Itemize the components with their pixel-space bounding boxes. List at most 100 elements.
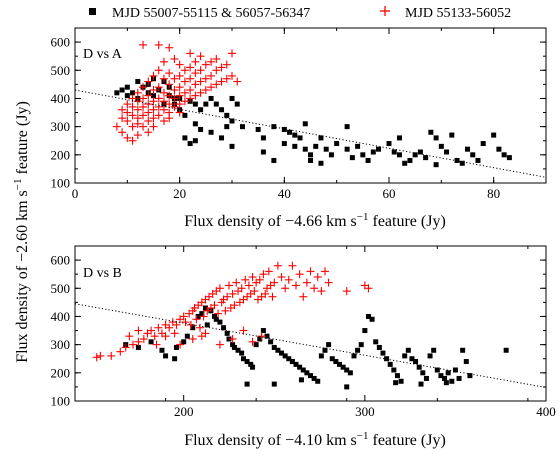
data-point-red xyxy=(191,58,199,66)
y-axis-label-prefix: Flux density of −2.60 km s xyxy=(14,190,31,363)
data-point-black xyxy=(391,368,396,373)
data-point-red xyxy=(274,262,282,270)
data-point-red xyxy=(134,89,142,97)
data-point-black xyxy=(198,127,203,132)
data-point-black xyxy=(299,377,304,382)
data-point-black xyxy=(449,379,454,384)
data-point-black xyxy=(402,353,407,358)
data-point-black xyxy=(460,348,465,353)
data-point-red xyxy=(125,332,133,340)
data-point-black xyxy=(125,93,130,98)
data-point-black xyxy=(198,107,203,112)
data-point-red xyxy=(228,49,236,57)
legend-marker-red-plus xyxy=(380,6,390,16)
data-point-black xyxy=(496,147,501,152)
x-tick-label: 20 xyxy=(173,186,186,201)
data-point-black xyxy=(377,345,382,350)
x-axis-label-bottom-prefix: Flux density of −4.10 km s xyxy=(184,432,357,449)
data-point-red xyxy=(186,49,194,57)
data-point-black xyxy=(254,342,259,347)
data-point-black xyxy=(193,138,198,143)
data-point-black xyxy=(159,348,164,353)
data-point-black xyxy=(163,353,168,358)
data-point-black xyxy=(470,152,475,157)
data-point-black xyxy=(292,133,297,138)
x-tick-label: 0 xyxy=(72,186,79,201)
data-point-red xyxy=(288,262,296,270)
data-point-black xyxy=(393,380,398,385)
data-point-black xyxy=(481,141,486,146)
y-axis-label-sup: −1 xyxy=(12,178,24,190)
y-tick-label: 400 xyxy=(51,309,71,324)
data-point-black xyxy=(406,348,411,353)
data-point-red xyxy=(150,123,158,131)
data-point-red xyxy=(170,55,178,63)
data-point-black xyxy=(245,382,250,387)
data-point-black xyxy=(465,147,470,152)
data-point-red xyxy=(303,279,311,287)
data-point-black xyxy=(351,353,356,358)
data-point-black xyxy=(355,348,360,353)
data-point-red xyxy=(151,332,159,340)
data-point-black xyxy=(444,380,449,385)
data-point-black xyxy=(125,85,130,90)
data-point-red xyxy=(241,276,249,284)
data-point-black xyxy=(261,135,266,140)
data-point-black xyxy=(362,328,367,333)
data-point-red xyxy=(197,52,205,60)
data-point-black xyxy=(399,379,404,384)
data-point-black xyxy=(446,370,451,375)
data-point-black xyxy=(376,147,381,152)
data-point-black xyxy=(240,124,245,129)
data-point-red xyxy=(176,61,184,69)
data-point-black xyxy=(434,135,439,140)
data-point-black xyxy=(318,161,323,166)
x-axis-label-bottom-suffix: feature (Jy) xyxy=(369,432,446,449)
data-point-black xyxy=(449,133,454,138)
data-point-black xyxy=(428,353,433,358)
data-point-black xyxy=(235,102,240,107)
data-point-red xyxy=(233,78,241,86)
data-point-black xyxy=(424,376,429,381)
data-point-black xyxy=(230,119,235,124)
data-point-black xyxy=(360,152,365,157)
data-point-black xyxy=(329,152,334,157)
data-point-red xyxy=(134,131,142,139)
plot-area xyxy=(75,41,546,177)
data-point-black xyxy=(203,102,208,107)
x-axis-label-top: Flux density of −4.66 km s−1 feature (Jy… xyxy=(184,211,446,230)
plot-area xyxy=(75,262,546,390)
y-tick-label: 300 xyxy=(51,337,71,352)
data-point-red xyxy=(160,58,168,66)
data-point-red xyxy=(116,348,124,356)
data-point-red xyxy=(299,293,307,301)
data-point-black xyxy=(507,155,512,160)
data-point-black xyxy=(428,130,433,135)
data-point-black xyxy=(268,339,273,344)
data-point-red xyxy=(150,72,158,80)
data-point-red xyxy=(165,69,173,77)
data-point-red xyxy=(321,267,329,275)
data-point-black xyxy=(205,322,210,327)
data-point-black xyxy=(250,365,255,370)
x-tick-label: 300 xyxy=(355,404,375,419)
data-point-black xyxy=(239,351,244,356)
data-point-black xyxy=(413,359,418,364)
data-point-black xyxy=(355,144,360,149)
data-point-black xyxy=(188,141,193,146)
y-tick-label: 100 xyxy=(51,176,71,191)
y-tick-label: 600 xyxy=(51,253,71,268)
data-point-black xyxy=(298,135,303,140)
data-point-black xyxy=(282,141,287,146)
data-point-black xyxy=(315,379,320,384)
data-point-black xyxy=(224,113,229,118)
data-point-black xyxy=(431,348,436,353)
data-point-black xyxy=(464,359,469,364)
data-point-black xyxy=(193,102,198,107)
data-point-black xyxy=(209,130,214,135)
data-point-black xyxy=(120,88,125,93)
data-point-black xyxy=(313,144,318,149)
data-point-black xyxy=(209,96,214,101)
data-point-red xyxy=(310,284,318,292)
panel-d-vs-b: 200 300 400100200300400500600 xyxy=(51,246,556,419)
